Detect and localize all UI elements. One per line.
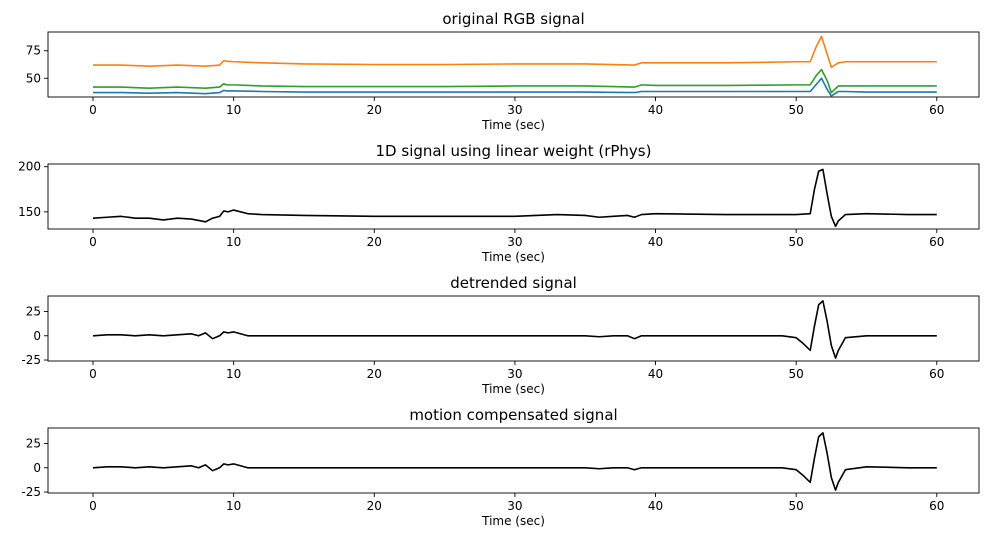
axes-frame bbox=[47, 427, 980, 494]
x-axis-label: Time (sec) bbox=[481, 250, 545, 264]
y-tick-label: 25 bbox=[26, 437, 41, 451]
series-line-1 bbox=[92, 432, 937, 491]
y-tick-label: 0 bbox=[33, 461, 41, 475]
y-tick-label: 0 bbox=[33, 329, 41, 343]
x-tick-label: 20 bbox=[367, 235, 382, 249]
x-tick-label: 10 bbox=[226, 367, 241, 381]
chart-title: detrended signal bbox=[450, 274, 577, 292]
series-line-3 bbox=[93, 35, 937, 69]
x-tick-label: 10 bbox=[226, 235, 241, 249]
y-tick-label: -25 bbox=[21, 353, 41, 367]
y-tick-label: 200 bbox=[18, 160, 41, 174]
y-tick-label: 50 bbox=[26, 71, 41, 85]
x-tick-label: 60 bbox=[929, 235, 944, 249]
y-tick-label: 25 bbox=[26, 305, 41, 319]
x-tick-label: 40 bbox=[648, 499, 663, 513]
chart-title: 1D signal using linear weight (rPhys) bbox=[376, 142, 652, 160]
x-tick-label: 30 bbox=[507, 235, 522, 249]
x-tick-label: 20 bbox=[367, 499, 382, 513]
x-tick-label: 10 bbox=[226, 103, 241, 117]
x-tick-label: 60 bbox=[929, 499, 944, 513]
chart-title: motion compensated signal bbox=[409, 406, 617, 424]
axes-frame bbox=[47, 295, 980, 362]
x-tick-label: 0 bbox=[89, 103, 97, 117]
x-tick-label: 40 bbox=[648, 103, 663, 117]
axes-frame bbox=[47, 163, 980, 230]
y-tick-label: 75 bbox=[26, 44, 41, 58]
x-tick-label: 40 bbox=[648, 235, 663, 249]
subplot-2: 0 10 20 30 40 50 60 150 200 1D signal using linea… bbox=[18, 142, 980, 264]
subplot-4: 0 10 20 30 40 50 60 -25 0 25 motion compensated si… bbox=[21, 406, 980, 528]
subplot-1: 0 10 20 30 40 50 60 50 75 original RGB signal Time… bbox=[26, 10, 980, 132]
x-axis-label: Time (sec) bbox=[481, 382, 545, 396]
y-tick-label: -25 bbox=[21, 485, 41, 499]
x-tick-label: 60 bbox=[929, 367, 944, 381]
series-line-1 bbox=[93, 77, 937, 97]
subplot-3: 0 10 20 30 40 50 60 -25 0 25 detrended signal Time … bbox=[21, 274, 980, 396]
x-tick-label: 50 bbox=[789, 235, 804, 249]
x-tick-label: 30 bbox=[507, 367, 522, 381]
x-tick-label: 60 bbox=[929, 103, 944, 117]
series-line-1 bbox=[92, 300, 937, 359]
x-tick-label: 10 bbox=[226, 499, 241, 513]
x-axis-label: Time (sec) bbox=[481, 118, 545, 132]
x-tick-label: 50 bbox=[789, 367, 804, 381]
x-tick-label: 30 bbox=[507, 499, 522, 513]
y-tick-label: 150 bbox=[18, 205, 41, 219]
x-tick-label: 0 bbox=[89, 367, 97, 381]
x-axis-label: Time (sec) bbox=[481, 514, 545, 528]
x-tick-label: 0 bbox=[89, 499, 97, 513]
x-tick-label: 20 bbox=[367, 367, 382, 381]
x-tick-label: 40 bbox=[648, 367, 663, 381]
x-tick-label: 50 bbox=[789, 499, 804, 513]
chart-title: original RGB signal bbox=[442, 10, 584, 28]
x-tick-label: 0 bbox=[89, 235, 97, 249]
axes-frame bbox=[47, 31, 980, 98]
series-line-2 bbox=[93, 68, 937, 94]
x-tick-label: 30 bbox=[507, 103, 522, 117]
x-tick-label: 50 bbox=[789, 103, 804, 117]
x-tick-label: 20 bbox=[367, 103, 382, 117]
series-line-1 bbox=[92, 168, 937, 228]
